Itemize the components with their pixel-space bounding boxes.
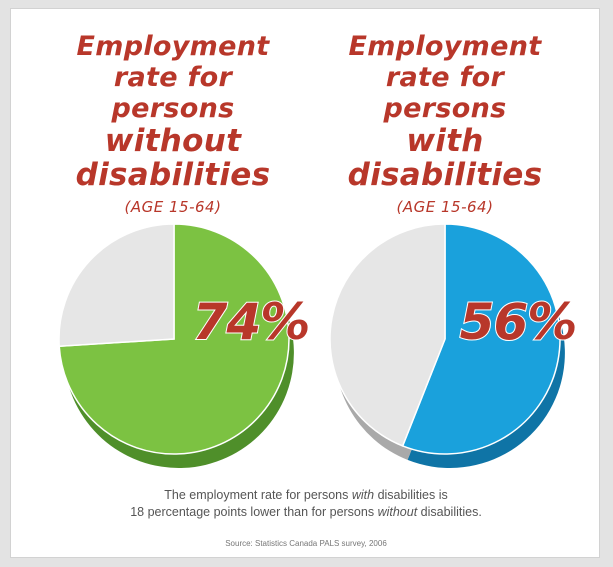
chart-without-disabilities-title: Employment rate for persons without disa… bbox=[43, 31, 303, 216]
percentage-label-with: 56% bbox=[460, 293, 577, 351]
title-line: Employment bbox=[76, 31, 270, 62]
title-line-emphasis: disabilities bbox=[75, 157, 271, 193]
age-range-label: (AGE 15-64) bbox=[124, 198, 222, 216]
slice-employed-with bbox=[401, 223, 561, 455]
source-note: Source: Statistics Canada PALS survey, 2… bbox=[225, 539, 387, 548]
pie-with-disabilities bbox=[329, 223, 565, 468]
age-range-label: (AGE 15-64) bbox=[396, 198, 494, 216]
slice-not-employed-without bbox=[58, 223, 175, 348]
chart-with-disabilities-title: Employment rate for persons with disabil… bbox=[315, 31, 575, 216]
title-line-emphasis: without bbox=[104, 123, 242, 159]
infographic-card: Employment rate for persons without disa… bbox=[10, 8, 600, 558]
title-line: persons bbox=[111, 93, 235, 124]
title-line: rate for bbox=[113, 62, 233, 93]
title-line: persons bbox=[383, 93, 507, 124]
title-line-emphasis: with bbox=[406, 123, 484, 159]
footnote: The employment rate for persons with dis… bbox=[11, 487, 599, 521]
pie-charts: 74% 56% bbox=[58, 223, 578, 468]
title-line: Employment bbox=[348, 31, 542, 62]
title-line: rate for bbox=[385, 62, 505, 93]
footnote-line-1: The employment rate for persons with dis… bbox=[11, 487, 599, 504]
footnote-emphasis: without bbox=[377, 505, 418, 519]
footnote-text: disabilities. bbox=[417, 505, 482, 519]
pie-without-disabilities bbox=[58, 223, 294, 468]
footnote-text: disabilities is bbox=[374, 488, 448, 502]
slice-not-employed-with bbox=[329, 223, 446, 447]
footnote-text: 18 percentage points lower than for pers… bbox=[130, 505, 378, 519]
title-line-emphasis: disabilities bbox=[347, 157, 543, 193]
footnote-text: The employment rate for persons bbox=[164, 488, 352, 502]
footnote-line-2: 18 percentage points lower than for pers… bbox=[11, 504, 599, 521]
percentage-label-without: 74% bbox=[193, 293, 310, 351]
footnote-emphasis: with bbox=[351, 488, 375, 502]
